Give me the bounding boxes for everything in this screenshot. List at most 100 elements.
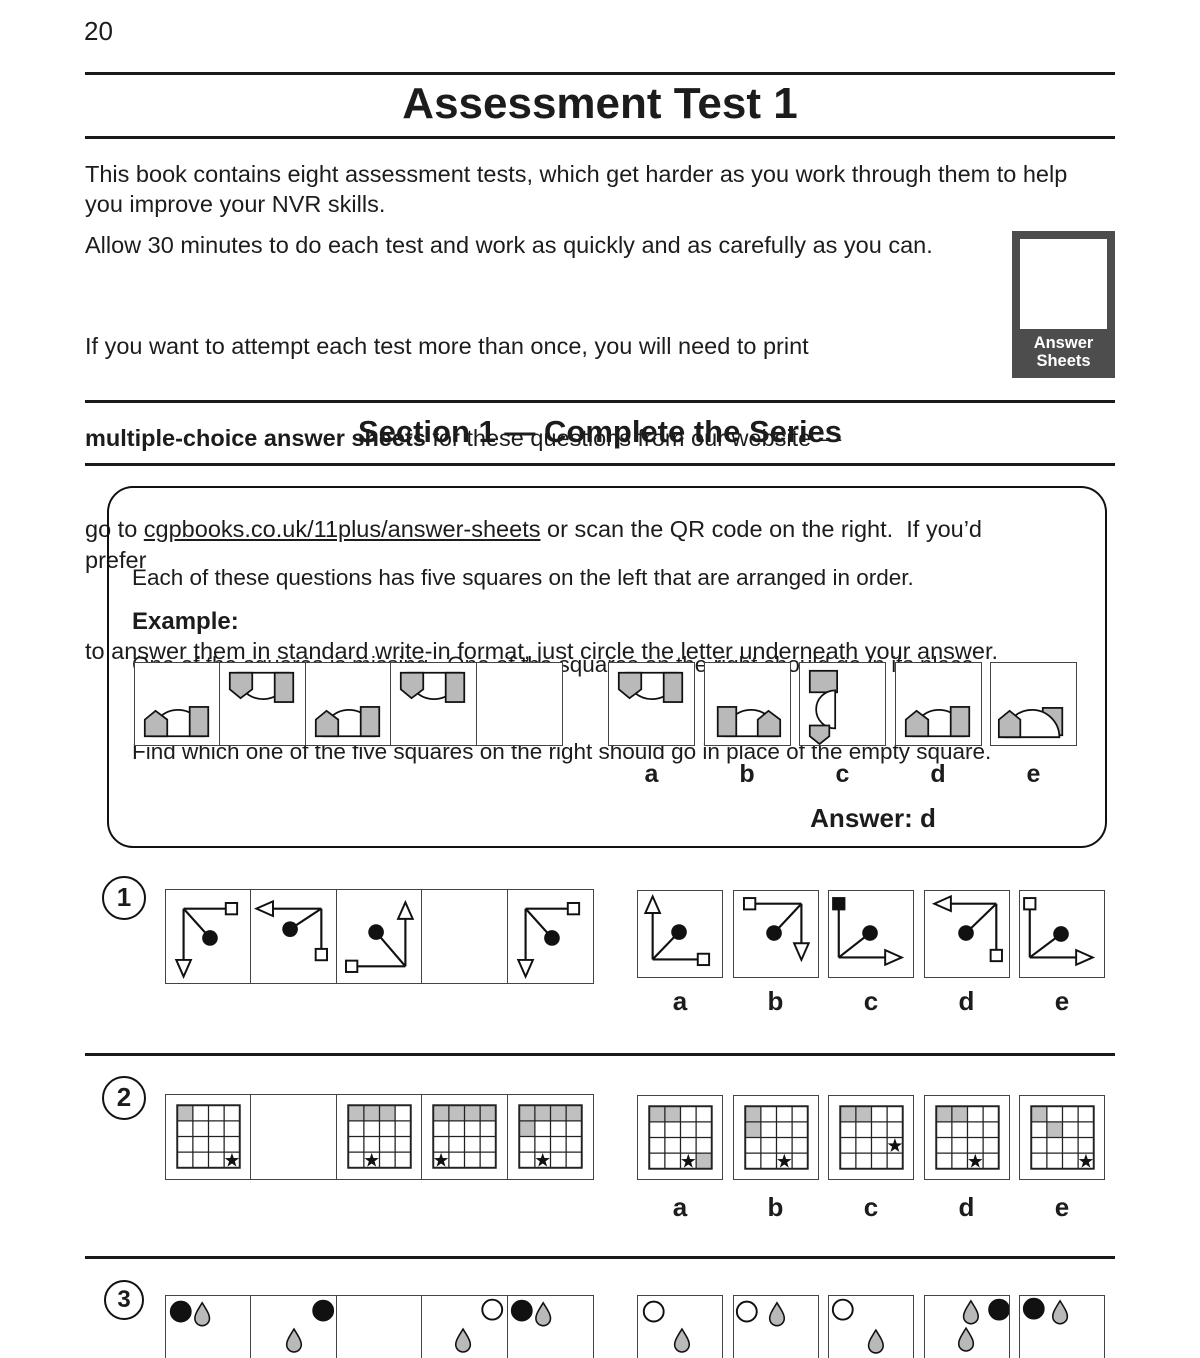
arch-figure — [400, 671, 466, 703]
question-3-option-e — [1019, 1295, 1105, 1358]
arrows-figure — [1023, 897, 1096, 967]
question-2-option-a — [637, 1095, 723, 1180]
grid-figure — [934, 1105, 1000, 1170]
section-title: Section 1 — Complete the Series — [357, 414, 843, 449]
qr-code-panel: Answer Sheets — [1012, 231, 1115, 378]
option-label-e: e — [1054, 1192, 1070, 1222]
example-option-e — [990, 662, 1077, 746]
arrows-figure — [174, 902, 239, 979]
example-option-c — [799, 662, 886, 746]
empty-figure — [251, 1095, 336, 1179]
empty-figure — [337, 1296, 422, 1358]
option-label-a: a — [644, 760, 659, 788]
p3-line-4: to answer them in standard write-in form… — [85, 638, 999, 664]
question-2-number: 2 — [102, 1076, 146, 1120]
question-1-option-labels: a b c d e — [637, 986, 1105, 1017]
arch-figure — [314, 706, 380, 738]
drops-figure — [510, 1299, 551, 1327]
empty-figure — [422, 890, 507, 983]
example-series-cell — [304, 662, 392, 746]
question-3-option-c — [828, 1295, 914, 1358]
question-2-option-c — [828, 1095, 914, 1180]
example-label: Example: — [132, 608, 239, 635]
p3-line-3: go to cgpbooks.co.uk/11plus/answer-sheet… — [85, 516, 989, 573]
question-2-row: 2 a b c d e — [0, 1074, 1200, 1256]
series-cell — [165, 889, 252, 984]
question-1-option-c — [828, 890, 914, 978]
arch-figure — [904, 706, 970, 738]
example-answer: Answer: d — [810, 803, 936, 833]
option-label-a: a — [672, 1192, 688, 1222]
question-3-option-a — [637, 1295, 723, 1358]
option-label-b: b — [767, 1192, 784, 1222]
arch-figure — [997, 707, 1064, 739]
answer-sheets-link[interactable]: cgpbooks.co.uk/11plus/answer-sheets — [143, 516, 541, 542]
bold-answer-sheets-text: multiple-choice answer sheets — [85, 424, 426, 451]
arrows-figure — [643, 893, 711, 967]
arch-figure — [617, 671, 684, 703]
arrows-figure — [832, 897, 905, 967]
example-series-cell — [390, 662, 478, 746]
grid-figure — [347, 1104, 412, 1169]
title-band: Assessment Test 1 — [85, 72, 1115, 139]
example-series-cell — [219, 662, 307, 746]
question-2-option-e — [1019, 1095, 1105, 1180]
grid-figure — [839, 1105, 904, 1170]
option-label-c: c — [863, 986, 879, 1016]
option-label-a: a — [672, 986, 688, 1016]
option-label-b: b — [767, 986, 784, 1016]
question-separator — [85, 1256, 1115, 1259]
drops-figure — [1022, 1297, 1069, 1325]
p3-line-2: multiple-choice answer sheets for these … — [85, 424, 842, 451]
option-label-e: e — [1054, 986, 1070, 1016]
question-3-row: 3 — [0, 1277, 1200, 1358]
arrows-figure — [516, 902, 580, 979]
page-number: 20 — [84, 16, 113, 46]
intro-paragraph-3: If you want to attempt each test more th… — [85, 270, 1015, 728]
intro-paragraph-1: This book contains eight assessment test… — [85, 161, 1074, 217]
option-label-c: c — [863, 1192, 879, 1222]
grid-figure — [517, 1104, 583, 1169]
series-cell-empty — [335, 1295, 423, 1358]
question-2-option-labels: a b c d e — [637, 1192, 1105, 1223]
qr-panel-label: Answer Sheets — [1033, 334, 1094, 370]
option-label-d: d — [958, 1192, 975, 1222]
option-label-b: b — [739, 760, 755, 788]
example-series-strip — [134, 662, 563, 746]
series-cell — [165, 1094, 252, 1180]
option-label-c: c — [835, 760, 850, 788]
question-1-option-e — [1019, 890, 1105, 978]
question-1-number: 1 — [102, 876, 146, 920]
series-cell — [165, 1295, 252, 1358]
question-1-option-b — [732, 890, 819, 978]
grid-figure — [648, 1105, 713, 1170]
question-3-series-strip — [165, 1295, 594, 1358]
question-1-series-strip — [165, 889, 594, 984]
question-3-number: 3 — [104, 1280, 144, 1320]
series-cell-empty — [250, 1094, 338, 1180]
qr-code-image — [1020, 239, 1107, 329]
arch-figure — [143, 706, 210, 738]
example-option-d — [894, 662, 982, 746]
drops-figure — [735, 1300, 785, 1327]
series-cell — [250, 1295, 338, 1358]
drops-figure — [286, 1299, 335, 1353]
arrows-figure — [742, 897, 810, 963]
question-3-option-b — [732, 1295, 819, 1358]
series-cell — [421, 1295, 509, 1358]
series-cell — [421, 1094, 509, 1180]
question-2-series-strip — [165, 1094, 594, 1180]
question-1-option-d — [923, 890, 1010, 978]
arch-figure — [229, 671, 295, 703]
drops-figure — [957, 1298, 1009, 1352]
page-title: Assessment Test 1 — [402, 79, 798, 128]
question-1-row: 1 a b c d e — [0, 874, 1200, 1053]
grid-figure — [743, 1105, 809, 1170]
arch-figure — [716, 706, 781, 738]
series-cell — [506, 889, 594, 984]
arrows-figure — [931, 894, 1003, 963]
series-cell — [506, 1094, 594, 1180]
question-1-option-a — [637, 890, 723, 978]
drops-figure — [455, 1298, 504, 1353]
